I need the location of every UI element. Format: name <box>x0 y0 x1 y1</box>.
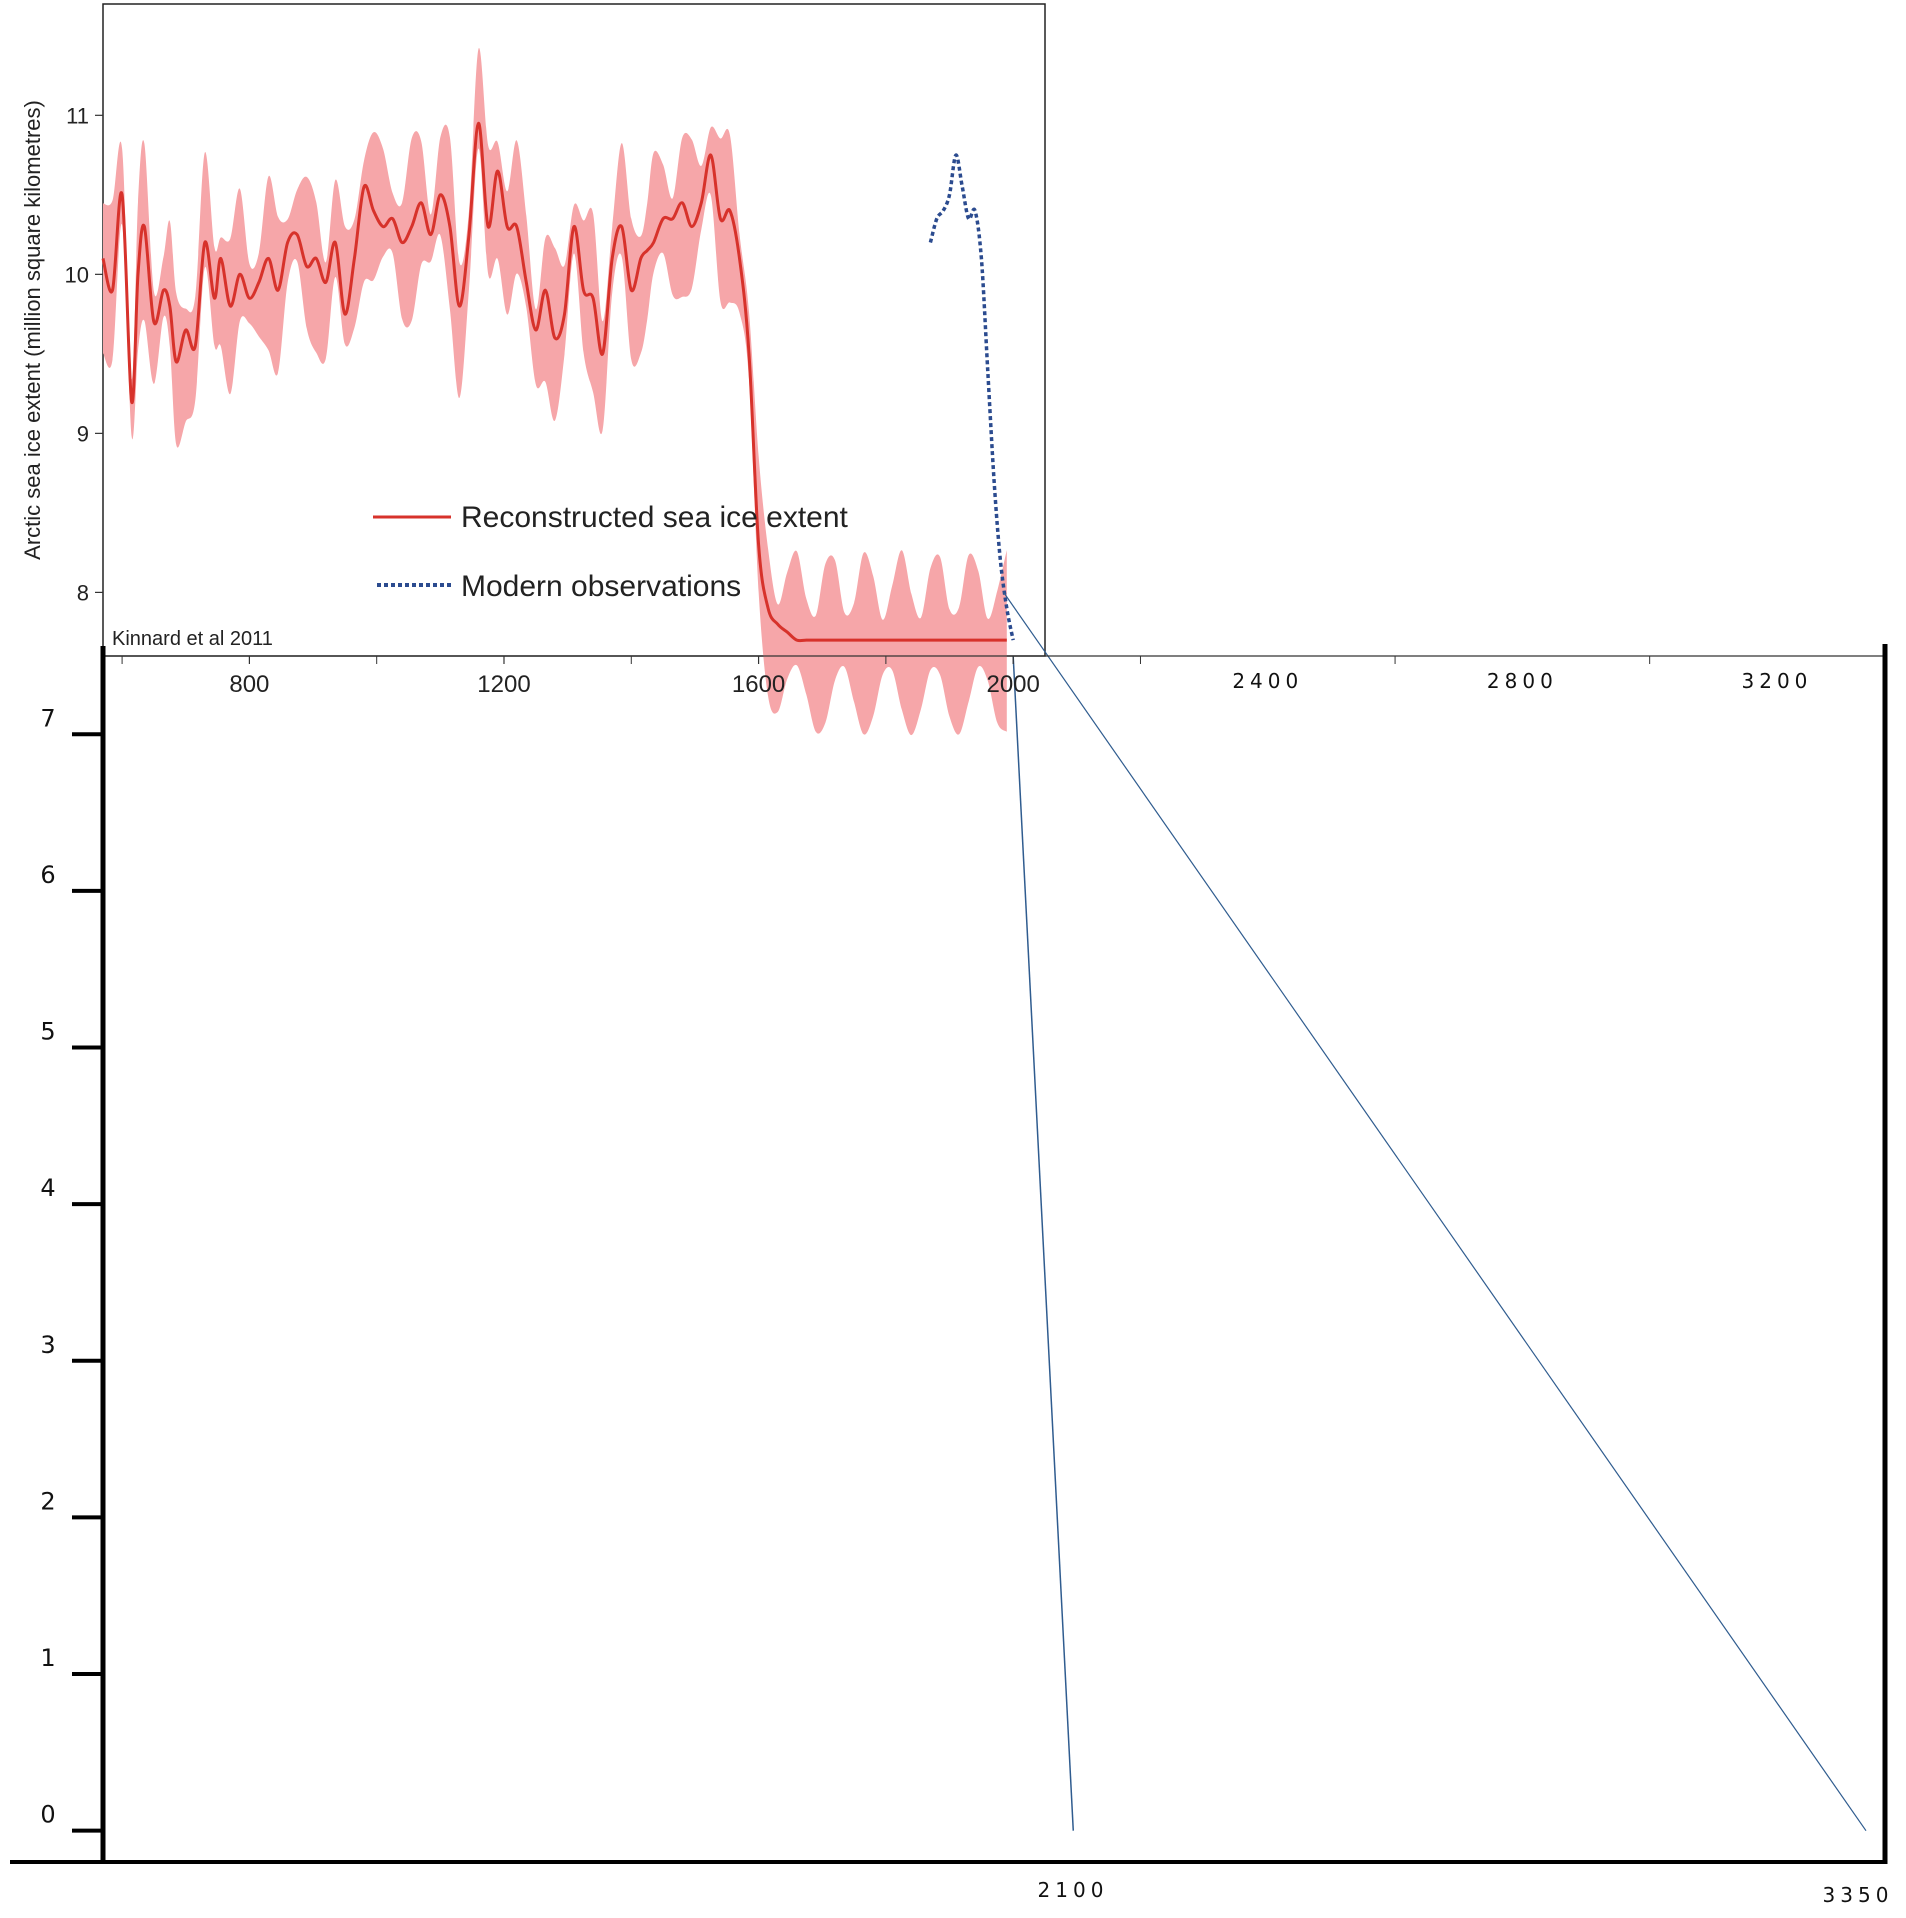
legend: Reconstructed sea ice extent Modern obse… <box>373 501 849 603</box>
x-extended-tick-label: 2400 <box>1232 669 1303 693</box>
upper-y-tick-label: 8 <box>77 580 89 605</box>
upper-y-axis: 8 9 10 11 <box>65 103 103 605</box>
upper-y-tick-label: 11 <box>66 103 89 128</box>
x-axis-ticks: 800 1200 1600 2000 2400 2800 3200 <box>121 656 1813 698</box>
projection-layer <box>1003 592 1867 1832</box>
y-axis-label: Arctic sea ice extent (million square ki… <box>20 100 45 560</box>
lower-y-tick-label: 4 <box>40 1174 55 1202</box>
lower-y-tick-label: 6 <box>40 861 55 889</box>
series-steep-projection-line <box>1012 655 1075 1831</box>
upper-y-tick-label: 9 <box>77 421 89 446</box>
x-tick-label: 800 <box>229 671 269 698</box>
series-reconstruction-line <box>101 121 1007 643</box>
x-tick-label: 2000 <box>986 671 1039 698</box>
x-end-label-2100: 2100 <box>1038 1878 1109 1902</box>
lower-y-tick-label: 0 <box>40 1801 55 1829</box>
source-credit: Kinnard et al 2011 <box>112 628 273 650</box>
legend-label-observations: Modern observations <box>461 570 741 603</box>
series-observations-line <box>928 153 1015 641</box>
lower-y-tick-label: 3 <box>40 1331 55 1359</box>
legend-label-reconstruction: Reconstructed sea ice extent <box>461 501 849 534</box>
x-extended-tick-label: 2800 <box>1487 669 1558 693</box>
series-linear-projection-line <box>1003 592 1867 1832</box>
uncertainty-band-layer <box>103 48 1007 736</box>
observations-layer <box>928 153 1015 641</box>
lower-y-tick-label: 5 <box>40 1018 55 1046</box>
x-extended-tick-label: 3200 <box>1742 669 1813 693</box>
reconstruction-layer <box>101 121 1007 643</box>
lower-y-axis: 0 1 2 3 4 5 6 7 <box>40 704 103 1833</box>
upper-y-tick-label: 10 <box>65 262 89 287</box>
x-tick-label: 1600 <box>732 671 785 698</box>
lower-y-tick-label: 7 <box>40 704 55 732</box>
x-end-label-3350: 3350 <box>1823 1883 1894 1907</box>
lower-y-tick-label: 1 <box>40 1644 55 1672</box>
uncertainty-band <box>103 48 1007 736</box>
x-tick-label: 1200 <box>477 671 530 698</box>
lower-y-tick-label: 2 <box>40 1487 55 1515</box>
